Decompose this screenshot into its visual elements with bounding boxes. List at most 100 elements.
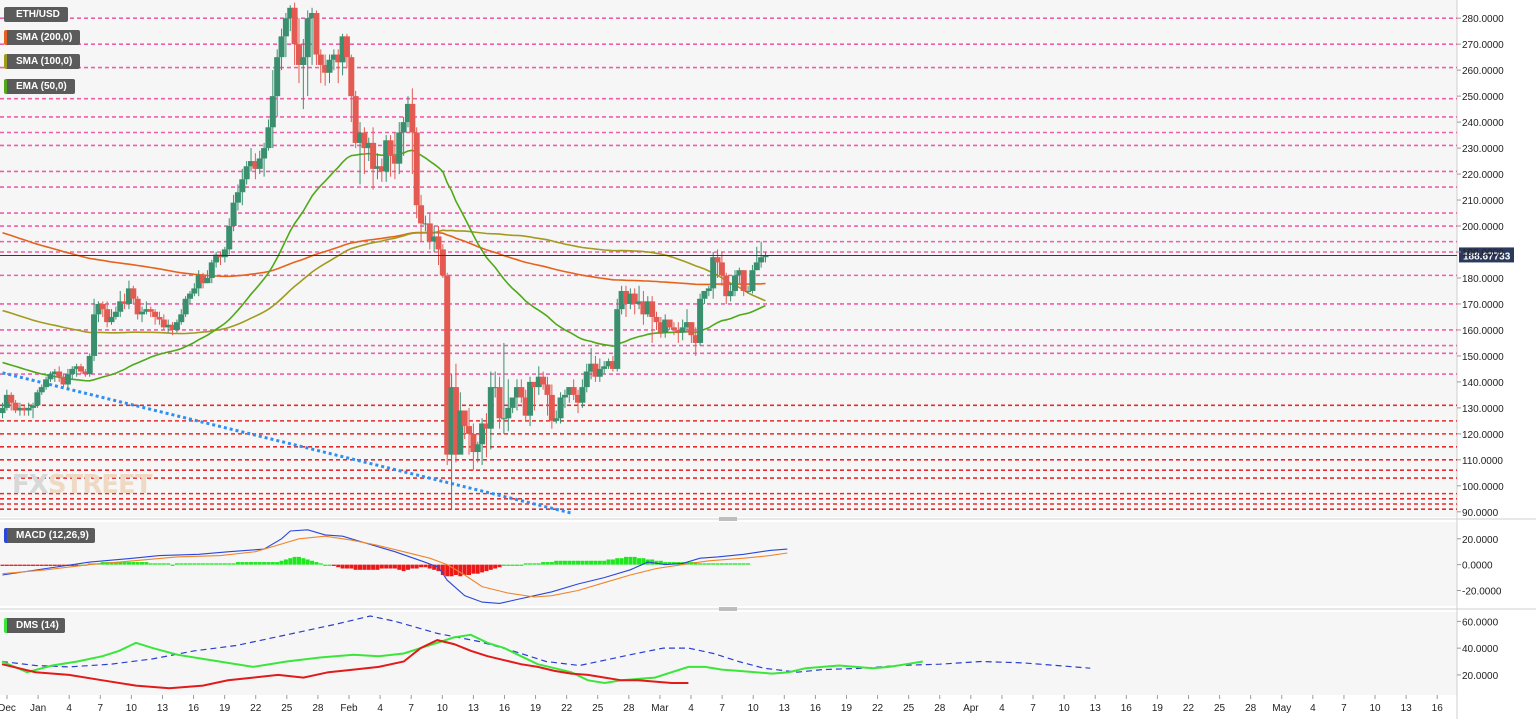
candle-body <box>492 387 499 389</box>
time-axis-label: May <box>1272 703 1291 714</box>
macd-histogram-bar <box>331 564 336 566</box>
candle-body <box>287 7 294 19</box>
macd-histogram-bar <box>685 562 690 565</box>
indicator-sma100-label[interactable]: SMA (100,0) <box>4 54 81 69</box>
macd-histogram-bar <box>214 563 219 565</box>
macd-histogram-bar <box>366 564 371 570</box>
candle-body <box>295 44 302 65</box>
time-axis-label: 10 <box>437 703 449 714</box>
candle-body <box>622 290 629 304</box>
indicator-sma200-text: SMA (200,0) <box>16 32 73 43</box>
candle-body <box>583 371 590 388</box>
watermark-logo: FXSTREET <box>12 470 153 500</box>
macd-histogram-bar <box>715 563 720 565</box>
candle-body <box>670 327 677 330</box>
macd-histogram-bar <box>619 558 624 565</box>
macd-histogram-bar <box>724 563 729 565</box>
macd-histogram-bar <box>737 563 742 565</box>
candle-body <box>16 407 23 411</box>
macd-histogram-bar <box>4 564 9 566</box>
candle-body <box>361 132 368 149</box>
pane-resize-handle <box>719 517 737 521</box>
macd-histogram-bar <box>414 564 419 569</box>
macd-histogram-bar <box>275 562 280 565</box>
candle-body <box>330 54 337 60</box>
symbol-label[interactable]: ETH/USD <box>4 7 68 22</box>
macd-histogram-bar <box>336 564 341 568</box>
macd-histogram-bar <box>671 562 676 565</box>
time-axis-label: Feb <box>340 703 358 714</box>
price-axis-label: 190.0000 <box>1462 248 1504 259</box>
macd-histogram-bar <box>571 560 576 565</box>
candle-body <box>500 418 507 420</box>
candle-body <box>352 96 359 143</box>
macd-histogram-bar <box>52 564 57 566</box>
candle-body <box>269 96 276 128</box>
candle-body <box>99 303 106 310</box>
macd-histogram-bar <box>558 560 563 565</box>
indicator-sma200-label[interactable]: SMA (200,0) <box>4 30 81 45</box>
candle-body <box>34 392 41 406</box>
macd-histogram-bar <box>166 563 171 565</box>
candle-body <box>317 54 324 65</box>
candle-body <box>561 394 568 398</box>
dms-label[interactable]: DMS (14) <box>4 618 65 633</box>
macd-axis-label: -20.0000 <box>1462 586 1502 597</box>
price-axis-label: 100.0000 <box>1462 482 1504 493</box>
last-price-value: 188.67733 <box>1463 251 1511 262</box>
candle-body <box>518 387 525 398</box>
macd-histogram-bar <box>235 562 240 565</box>
macd-histogram-bar <box>371 564 376 570</box>
macd-histogram-bar <box>144 562 149 565</box>
candle-body <box>82 371 89 375</box>
macd-histogram-bar <box>580 560 585 565</box>
candle-body <box>601 366 608 369</box>
candle-body <box>213 254 220 263</box>
macd-histogram-bar <box>458 564 463 577</box>
candle-body <box>0 407 6 414</box>
macd-histogram-bar <box>562 560 567 565</box>
macd-histogram-bar <box>358 564 363 570</box>
sma200-line <box>2 231 766 286</box>
macd-histogram-bar <box>667 562 672 565</box>
candle-body <box>121 301 128 304</box>
time-axis-label: 19 <box>219 703 231 714</box>
candle-body <box>509 397 516 408</box>
macd-histogram-bar <box>484 564 489 572</box>
macd-histogram-bar <box>323 564 328 566</box>
time-axis-label: 19 <box>1152 703 1164 714</box>
macd-label[interactable]: MACD (12,26,9) <box>4 528 95 543</box>
time-axis-label: Jan <box>30 703 46 714</box>
candle-body <box>426 223 433 242</box>
dms-di-line <box>1 639 689 690</box>
candle-body <box>60 376 67 385</box>
candle-body <box>396 132 403 164</box>
candle-body <box>614 309 621 369</box>
candle-body <box>169 324 176 330</box>
macd-histogram-bar <box>549 562 554 565</box>
candle-body <box>548 394 555 421</box>
candle-body <box>697 298 704 343</box>
candle-body <box>452 387 459 455</box>
macd-histogram-bar <box>610 559 615 565</box>
macd-histogram-bar <box>379 564 384 569</box>
candle-body <box>117 301 124 312</box>
macd-histogram-bar <box>467 564 472 575</box>
price-axis-label: 210.0000 <box>1462 196 1504 207</box>
macd-macd-line <box>2 529 788 604</box>
sma100-line <box>2 229 766 335</box>
time-axis-label: 22 <box>872 703 884 714</box>
time-axis-label: 7 <box>1030 703 1036 714</box>
candle-body <box>309 12 316 19</box>
time-axis-label: 25 <box>1214 703 1226 714</box>
macd-histogram-bar <box>187 563 192 565</box>
candle-body <box>540 376 547 385</box>
candle-body <box>444 275 451 455</box>
indicator-ema50-label[interactable]: EMA (50,0) <box>4 79 75 94</box>
macd-histogram-bar <box>340 564 345 569</box>
candle-body <box>627 293 634 304</box>
time-axis-label: 28 <box>1245 703 1257 714</box>
candle-body <box>662 319 669 333</box>
